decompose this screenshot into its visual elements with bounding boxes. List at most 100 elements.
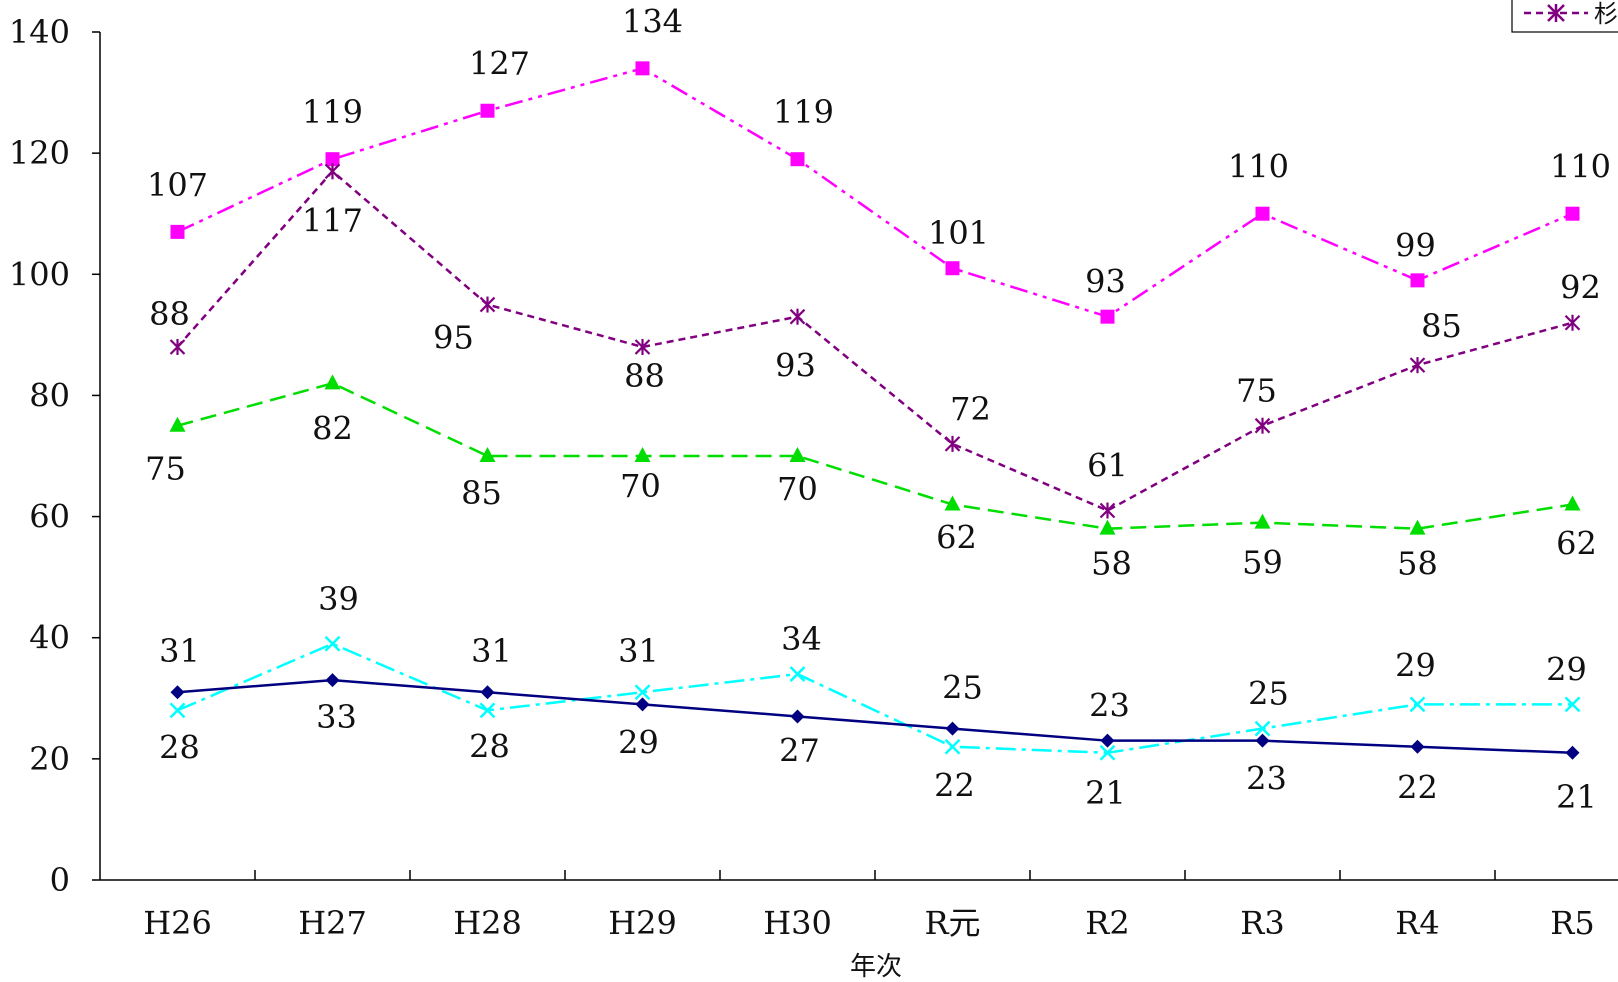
data-point-navy xyxy=(170,685,185,700)
data-label-magenta: 127 xyxy=(469,45,530,83)
data-label-purple: 117 xyxy=(302,201,363,239)
data-label-purple: 88 xyxy=(149,295,190,333)
x-tick-label: R3 xyxy=(1240,904,1284,942)
data-point-cyan xyxy=(1254,720,1271,737)
data-point-purple xyxy=(169,338,186,355)
data-label-magenta: 110 xyxy=(1550,148,1611,186)
legend-box xyxy=(1511,0,1618,33)
data-label-green: 58 xyxy=(1397,545,1438,583)
x-ticks: H26 H27 H28 H29 H30 R元 R2 R3 R4 R5 xyxy=(143,870,1595,942)
data-point-purple xyxy=(324,163,341,180)
data-label-green: 75 xyxy=(145,450,186,488)
data-label-green: 85 xyxy=(461,474,502,512)
series-line-purple xyxy=(176,169,1573,512)
data-point-cyan xyxy=(1564,696,1581,713)
x-tick-label: R元 xyxy=(924,904,980,942)
data-point-purple xyxy=(944,435,961,452)
data-point-purple xyxy=(1254,417,1271,434)
data-label-navy: 22 xyxy=(1397,769,1438,807)
y-tick-label: 140 xyxy=(9,13,70,51)
data-point-cyan xyxy=(1409,696,1426,713)
legend-marker-asterisk xyxy=(1547,4,1565,22)
data-point-navy xyxy=(1255,733,1270,748)
x-tick-label: R5 xyxy=(1550,904,1594,942)
data-point-navy xyxy=(480,685,495,700)
y-tick-label: 100 xyxy=(9,255,70,293)
axes xyxy=(99,32,1618,881)
data-point-navy xyxy=(945,721,960,736)
data-labels: 107 119 127 134 119 101 93 110 99 110 88 117 95 88 93 7… xyxy=(145,2,1611,815)
data-point-magenta xyxy=(635,61,650,76)
data-point-navy xyxy=(790,709,805,724)
data-point-green xyxy=(479,447,496,462)
data-label-purple: 61 xyxy=(1087,447,1128,485)
data-label-cyan: 31 xyxy=(618,632,659,670)
y-tick-label: 60 xyxy=(29,498,70,536)
data-label-navy: 31 xyxy=(471,632,512,670)
data-label-purple: 72 xyxy=(950,390,991,428)
data-label-green: 59 xyxy=(1242,544,1283,582)
data-label-magenta: 107 xyxy=(147,166,208,204)
legend: 杉 xyxy=(1511,0,1618,33)
data-label-cyan: 21 xyxy=(1085,774,1126,812)
data-label-cyan: 25 xyxy=(1248,675,1289,713)
data-label-navy: 23 xyxy=(1089,687,1130,725)
data-point-navy xyxy=(1410,739,1425,754)
data-label-magenta: 119 xyxy=(302,93,363,131)
data-point-navy xyxy=(325,673,340,688)
data-label-green: 62 xyxy=(936,518,977,556)
data-label-navy: 31 xyxy=(159,632,200,670)
data-label-cyan: 34 xyxy=(781,620,822,658)
data-label-green: 82 xyxy=(312,409,353,447)
data-point-magenta xyxy=(1410,273,1425,288)
data-point-magenta xyxy=(790,152,805,167)
x-tick-label: H28 xyxy=(453,904,522,942)
data-label-green: 70 xyxy=(777,470,818,508)
data-label-magenta: 101 xyxy=(928,214,989,252)
data-point-magenta xyxy=(1100,309,1115,324)
data-point-cyan xyxy=(324,635,341,652)
data-point-magenta xyxy=(480,103,495,118)
data-label-navy: 25 xyxy=(942,669,983,707)
data-point-navy xyxy=(635,697,650,712)
data-point-navy xyxy=(1100,733,1115,748)
data-label-cyan: 28 xyxy=(159,728,200,766)
data-label-cyan: 28 xyxy=(469,727,510,765)
data-point-magenta xyxy=(170,224,185,239)
data-point-green xyxy=(1099,519,1116,535)
data-point-green xyxy=(1254,513,1271,529)
data-label-magenta: 99 xyxy=(1395,226,1436,264)
data-point-magenta xyxy=(1565,206,1580,221)
series-magenta xyxy=(170,61,1580,324)
x-axis-title: 年次 xyxy=(850,952,902,982)
data-label-purple: 92 xyxy=(1560,269,1601,307)
series-cyan xyxy=(169,635,1581,761)
data-point-purple xyxy=(1409,357,1426,374)
data-label-purple: 95 xyxy=(433,319,474,357)
data-point-magenta xyxy=(325,152,340,167)
data-label-navy: 23 xyxy=(1246,760,1287,798)
series-layer xyxy=(169,61,1581,761)
data-label-purple: 75 xyxy=(1236,372,1277,410)
x-tick-label: H27 xyxy=(298,904,367,942)
x-tick-label: R4 xyxy=(1395,904,1439,942)
data-point-green xyxy=(1409,519,1426,535)
data-label-navy: 21 xyxy=(1556,778,1597,816)
data-label-green: 70 xyxy=(620,467,661,505)
data-point-cyan xyxy=(169,702,186,719)
series-line-green xyxy=(177,381,1573,530)
data-label-cyan: 39 xyxy=(318,580,359,618)
series-line-navy xyxy=(177,678,1573,755)
data-point-purple xyxy=(634,338,651,355)
data-point-green xyxy=(324,374,341,390)
data-label-cyan: 29 xyxy=(1395,646,1436,684)
data-point-green xyxy=(634,447,651,462)
data-label-magenta: 134 xyxy=(622,2,683,40)
data-point-purple xyxy=(1564,314,1581,331)
data-label-magenta: 93 xyxy=(1085,263,1126,301)
data-label-magenta: 110 xyxy=(1228,148,1289,186)
data-label-cyan: 29 xyxy=(1546,650,1587,688)
data-point-cyan xyxy=(479,702,496,719)
y-tick-label: 120 xyxy=(9,134,70,172)
